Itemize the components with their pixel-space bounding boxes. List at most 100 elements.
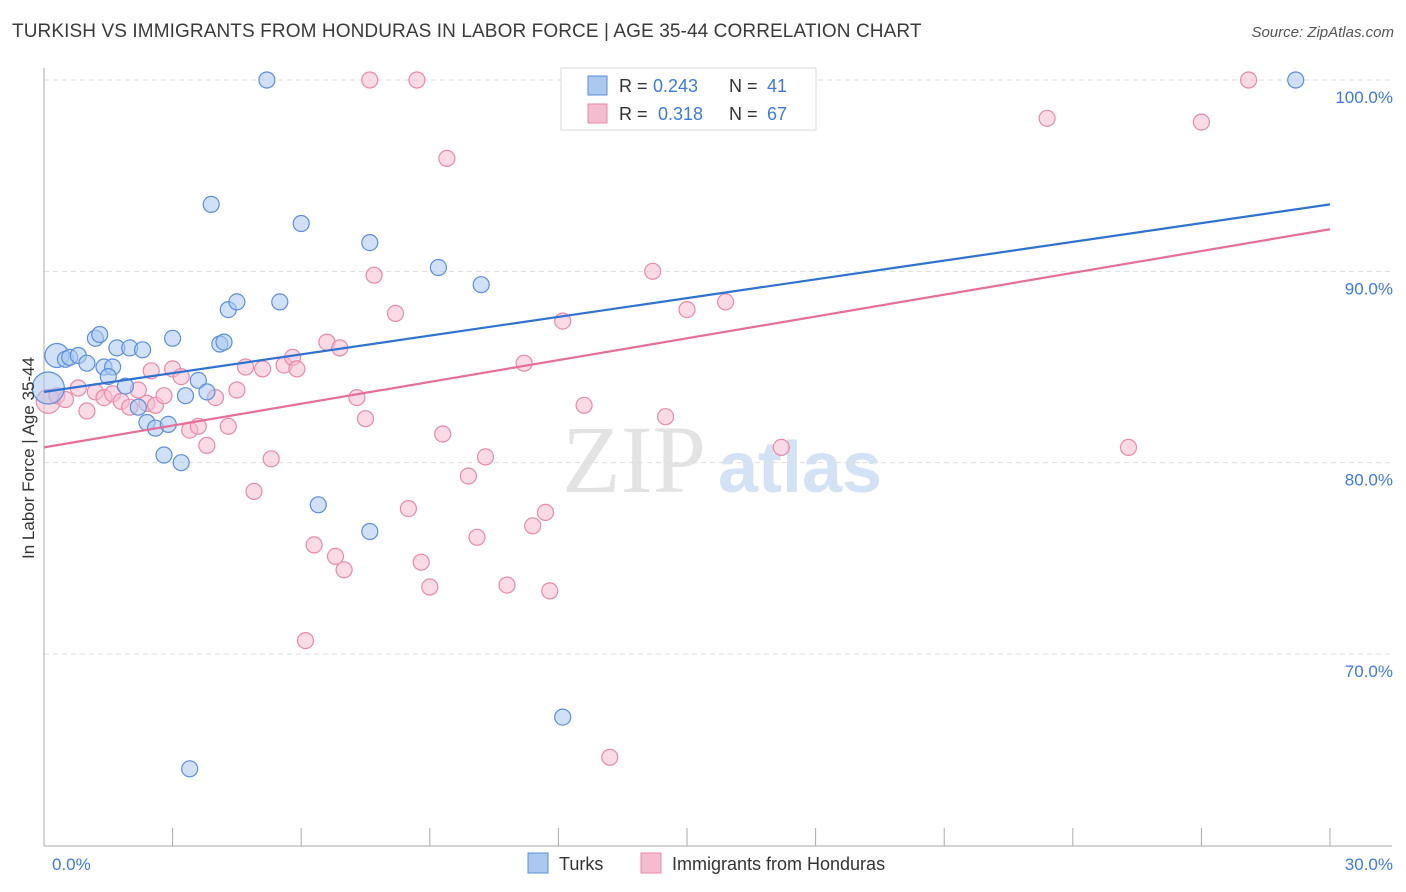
honduras-point [716,293,735,311]
honduras-point [386,304,405,322]
honduras-point [219,417,237,435]
honduras-point [326,547,345,566]
turks-point [361,522,379,541]
turks-point [215,333,233,351]
honduras-points [35,71,1258,766]
honduras-point [1239,71,1258,89]
watermark: ZIP atlas [562,406,882,513]
honduras-point [515,354,533,372]
turks-swatch [587,75,608,96]
honduras-point [476,448,495,466]
turks-point [91,325,109,344]
honduras-point [1192,113,1211,131]
honduras-point [656,408,675,426]
trend-lines [43,203,1331,449]
honduras-point [348,389,366,407]
legend-honduras-label: Immigrants from Honduras [672,854,885,874]
honduras-n-label: N = [729,104,758,124]
honduras-point [459,467,477,485]
honduras-point [601,748,619,766]
y-tick-labels: 100.0% 90.0% 80.0% 70.0% [1335,88,1393,681]
honduras-point [296,631,315,650]
honduras-point [228,381,246,399]
turks-point [99,368,117,386]
x-axis-ticks [172,828,1331,846]
legend-turks-label: Turks [559,854,603,874]
turks-n-value: 41 [767,76,787,96]
axes [43,68,1392,847]
honduras-trend-line [43,228,1331,449]
series-legend: Turks Immigrants from Honduras [527,852,885,874]
honduras-point [245,482,263,500]
x-tick-label-min: 0.0% [52,855,91,874]
legend-turks-swatch [527,852,549,874]
turks-point [176,387,195,405]
turks-point [198,383,216,401]
honduras-point [1119,438,1138,456]
honduras-point [356,410,375,428]
honduras-point [335,561,353,579]
turks-point [361,234,379,252]
y-axis-label: In Labor Force | Age 35-44 [19,357,38,559]
y-tick-label: 70.0% [1345,662,1393,681]
turks-point [155,446,173,464]
stats-legend: R = 0.243 N = 41 R = 0.318 N = 67 [560,67,817,131]
turks-point [181,760,199,778]
x-tick-label-max: 30.0% [1345,855,1393,874]
honduras-point [678,301,696,319]
turks-point [134,341,152,359]
honduras-point [421,578,439,596]
honduras-point [254,360,272,378]
honduras-point [524,517,542,535]
turks-r-value: 0.243 [653,76,698,96]
turks-n-label: N = [729,76,758,96]
honduras-point [408,71,426,89]
honduras-n-value: 67 [767,104,787,124]
honduras-point [78,402,96,420]
honduras-point [772,438,790,456]
honduras-point [434,425,452,443]
turks-point [116,377,135,395]
turks-point [554,708,572,726]
honduras-point [262,450,280,468]
watermark-zip: ZIP [562,406,706,513]
turks-r-label: R = [619,76,648,96]
honduras-r-label: R = [619,104,648,124]
honduras-point [288,360,306,378]
honduras-point [361,71,379,89]
turks-point [309,496,327,514]
watermark-atlas: atlas [718,428,882,508]
honduras-point [541,582,559,600]
y-tick-label: 100.0% [1335,88,1393,107]
honduras-point [1038,109,1056,127]
turks-point [258,71,276,89]
honduras-point [198,436,216,454]
turks-trend-line [43,203,1331,393]
honduras-point [155,387,173,405]
y-tick-label: 80.0% [1345,471,1393,490]
honduras-point [536,503,555,522]
source-credit: Source: ZipAtlas.com [1251,24,1394,41]
honduras-point [399,500,417,518]
y-tick-label: 90.0% [1345,279,1393,298]
turks-point [164,329,182,347]
turks-point [1287,71,1305,89]
honduras-point [575,396,593,414]
turks-point [189,371,207,389]
honduras-point [468,528,486,546]
turks-point [202,195,220,213]
legend-honduras-swatch [640,852,662,874]
turks-point [429,258,447,277]
honduras-point [365,266,383,284]
honduras-point [498,576,516,594]
turks-point [472,276,490,294]
honduras-point [412,553,430,571]
chart-title: TURKISH VS IMMIGRANTS FROM HONDURAS IN L… [12,21,922,42]
turks-point [271,293,289,311]
honduras-r-value: 0.318 [658,104,703,124]
turks-point [228,293,246,311]
honduras-point [305,536,323,554]
honduras-point [644,262,662,280]
turks-point [292,214,310,233]
